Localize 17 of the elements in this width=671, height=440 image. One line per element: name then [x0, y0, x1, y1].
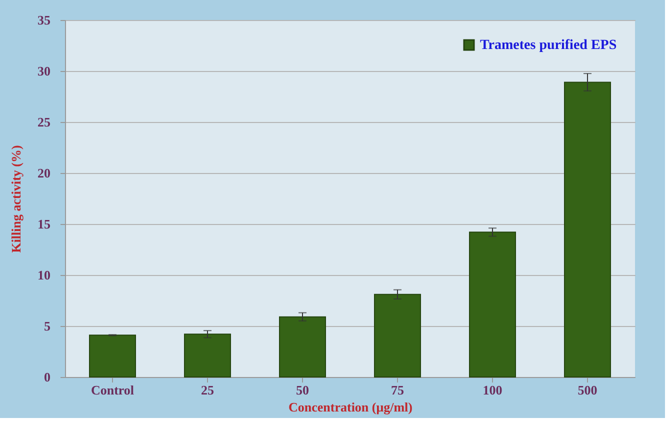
x-tick-label: Control [90, 382, 134, 398]
y-tick-label: 20 [38, 166, 50, 180]
y-tick-label: 30 [38, 64, 50, 78]
y-tick-label: 15 [38, 216, 51, 232]
y-tick-label: 35 [38, 12, 51, 28]
x-tick-label: 500 [578, 382, 598, 398]
y-tick-label: 10 [38, 268, 50, 282]
x-tick-label: 25 [201, 382, 214, 398]
y-tick-label: 0 [44, 370, 50, 384]
y-axis-title: Killing activity (%) [8, 145, 24, 253]
legend-label: Trametes purified EPS [480, 38, 617, 53]
y-tick-label: 5 [44, 318, 51, 334]
x-tick-label: 50 [296, 382, 309, 398]
x-tick-label: 75 [391, 382, 404, 398]
y-tick-label: 25 [38, 114, 51, 130]
x-axis-title: Concentration (μg/ml) [288, 400, 412, 414]
x-tick-label: 100 [482, 382, 502, 398]
